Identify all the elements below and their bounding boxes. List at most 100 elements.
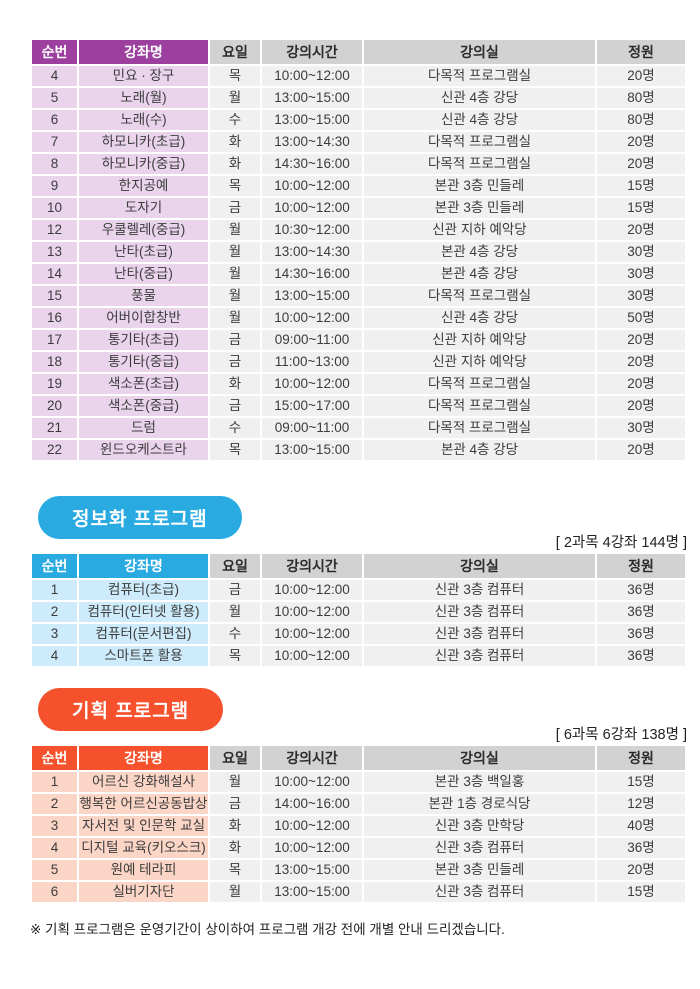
table-cell: 15:00~17:00 (262, 396, 362, 416)
table-cell: 화 (210, 132, 260, 152)
table-cell: 8 (32, 154, 77, 174)
table-cell: 본관 4층 강당 (364, 440, 595, 460)
table-cell: 색소폰(초급) (79, 374, 208, 394)
table-cell: 난타(중급) (79, 264, 208, 284)
table-cell: 20명 (597, 66, 685, 86)
table-cell: 다목적 프로그램실 (364, 418, 595, 438)
table-cell: 10:00~12:00 (262, 624, 362, 644)
table-cell: 4 (32, 646, 77, 666)
table-cell: 금 (210, 352, 260, 372)
table-cell: 09:00~11:00 (262, 330, 362, 350)
column-header: 강의시간 (262, 40, 362, 64)
table-cell: 다목적 프로그램실 (364, 286, 595, 306)
column-header: 강의시간 (262, 554, 362, 578)
table-cell: 10:00~12:00 (262, 308, 362, 328)
table-cell: 화 (210, 816, 260, 836)
table-cell: 10:00~12:00 (262, 198, 362, 218)
table-cell: 신관 4층 강당 (364, 308, 595, 328)
table-cell: 월 (210, 264, 260, 284)
table-cell: 10:00~12:00 (262, 816, 362, 836)
table-row: 4 디지털 교육(키오스크) 화 10:00~12:00 신관 3층 컴퓨터 36명 (32, 838, 685, 858)
table-cell: 1 (32, 772, 77, 792)
table-cell: 실버기자단 (79, 882, 208, 902)
table-cell: 13:00~14:30 (262, 132, 362, 152)
column-header: 요일 (210, 40, 260, 64)
table-row: 9 한지공예 목 10:00~12:00 본관 3층 민들레 15명 (32, 176, 685, 196)
table-cell: 5 (32, 88, 77, 108)
table-row: 7 하모니카(초급) 화 13:00~14:30 다목적 프로그램실 20명 (32, 132, 685, 152)
table-cell: 36명 (597, 838, 685, 858)
table-cell: 신관 4층 강당 (364, 88, 595, 108)
table-cell: 13:00~14:30 (262, 242, 362, 262)
column-header: 강좌명 (79, 746, 208, 770)
table-cell: 스마트폰 활용 (79, 646, 208, 666)
table-row: 10 도자기 금 10:00~12:00 본관 3층 민들레 15명 (32, 198, 685, 218)
table-cell: 행복한 어르신공동밥상 (79, 794, 208, 814)
table-cell: 80명 (597, 110, 685, 130)
table-cell: 신관 지하 예악당 (364, 330, 595, 350)
column-header: 강좌명 (79, 554, 208, 578)
table-cell: 신관 지하 예악당 (364, 220, 595, 240)
table-cell: 80명 (597, 88, 685, 108)
table-cell: 19 (32, 374, 77, 394)
table-cell: 금 (210, 198, 260, 218)
table-cell: 13:00~15:00 (262, 882, 362, 902)
table-row: 17 통기타(초급) 금 09:00~11:00 신관 지하 예악당 20명 (32, 330, 685, 350)
table-cell: 신관 3층 만학당 (364, 816, 595, 836)
column-header: 강의시간 (262, 746, 362, 770)
table-cell: 1 (32, 580, 77, 600)
table-cell: 본관 3층 민들레 (364, 860, 595, 880)
table-cell: 10:00~12:00 (262, 176, 362, 196)
table-cell: 본관 4층 강당 (364, 264, 595, 284)
table-cell: 5 (32, 860, 77, 880)
table-cell: 신관 3층 컴퓨터 (364, 838, 595, 858)
table-cell: 11:00~13:00 (262, 352, 362, 372)
table-cell: 30명 (597, 242, 685, 262)
table-cell: 하모니카(초급) (79, 132, 208, 152)
table-cell: 목 (210, 66, 260, 86)
column-header: 순번 (32, 40, 77, 64)
table-cell: 금 (210, 794, 260, 814)
table-cell: 본관 1층 경로식당 (364, 794, 595, 814)
info-program-table: 순번 강좌명 요일 강의시간 강의실 정원 1 컴퓨터(초급) 금 10:00~12:00 신관 … (30, 552, 687, 668)
table-row: 15 풍물 월 13:00~15:00 다목적 프로그램실 30명 (32, 286, 685, 306)
table-cell: 월 (210, 602, 260, 622)
table-cell: 화 (210, 374, 260, 394)
table-cell: 20명 (597, 374, 685, 394)
table-cell: 20명 (597, 440, 685, 460)
table-cell: 목 (210, 646, 260, 666)
table-cell: 본관 3층 백일홍 (364, 772, 595, 792)
table-cell: 신관 4층 강당 (364, 110, 595, 130)
table-cell: 20명 (597, 132, 685, 152)
table-cell: 20명 (597, 396, 685, 416)
table-cell: 20명 (597, 330, 685, 350)
table-cell: 목 (210, 860, 260, 880)
table-cell: 신관 3층 컴퓨터 (364, 580, 595, 600)
table-cell: 목 (210, 440, 260, 460)
table-cell: 36명 (597, 624, 685, 644)
table-cell: 금 (210, 580, 260, 600)
table-row: 3 자서전 및 인문학 교실 화 10:00~12:00 신관 3층 만학당 40명 (32, 816, 685, 836)
table-cell: 금 (210, 330, 260, 350)
planning-program-section-head: 기획 프로그램 [ 6과목 6강좌 138명 ] (30, 688, 687, 744)
table-row: 20 색소폰(중급) 금 15:00~17:00 다목적 프로그램실 20명 (32, 396, 685, 416)
table-cell: 드럼 (79, 418, 208, 438)
table-cell: 월 (210, 882, 260, 902)
table-cell: 본관 3층 민들레 (364, 176, 595, 196)
column-header: 순번 (32, 746, 77, 770)
table-cell: 17 (32, 330, 77, 350)
column-header: 강의실 (364, 40, 595, 64)
table-cell: 우쿨렐레(중급) (79, 220, 208, 240)
table-cell: 한지공예 (79, 176, 208, 196)
general-program-table: 순번 강좌명 요일 강의시간 강의실 정원 4 민요 · 장구 목 10:00~12:00 다목적… (30, 38, 687, 462)
table-row: 6 노래(수) 수 13:00~15:00 신관 4층 강당 80명 (32, 110, 685, 130)
table-row: 22 윈드오케스트라 목 13:00~15:00 본관 4층 강당 20명 (32, 440, 685, 460)
table-cell: 36명 (597, 580, 685, 600)
table-cell: 20명 (597, 220, 685, 240)
table-cell: 7 (32, 132, 77, 152)
table-row: 4 스마트폰 활용 목 10:00~12:00 신관 3층 컴퓨터 36명 (32, 646, 685, 666)
table-cell: 30명 (597, 286, 685, 306)
table-cell: 21 (32, 418, 77, 438)
table-cell: 30명 (597, 264, 685, 284)
table-cell: 13 (32, 242, 77, 262)
